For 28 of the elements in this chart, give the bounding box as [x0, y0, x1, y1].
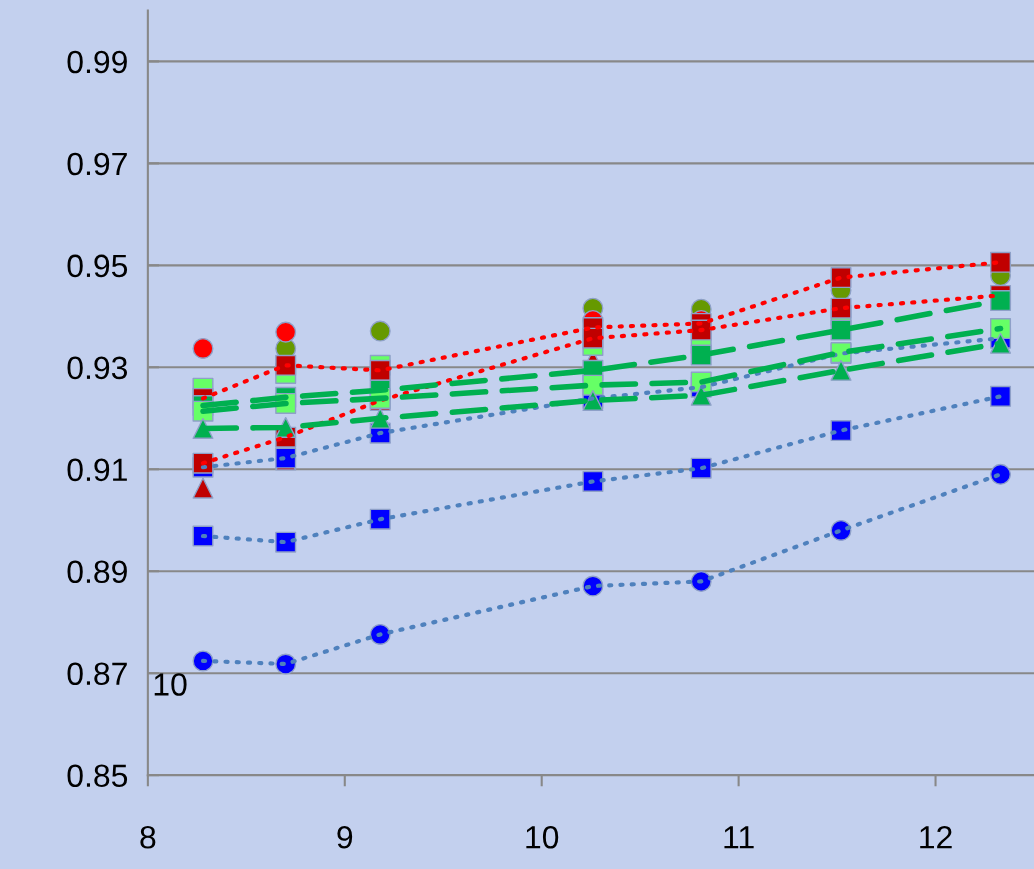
x-tick-label: 9: [337, 825, 353, 849]
y-tick-label: 0.99: [67, 50, 127, 74]
point: [192, 650, 214, 672]
x-tick-label: 11: [724, 826, 754, 849]
x-tick-label: 12: [920, 825, 952, 849]
point: [830, 267, 852, 289]
point: [192, 525, 214, 547]
point: [369, 508, 391, 530]
point: [275, 354, 297, 376]
y-tick-label: 0.93: [67, 356, 128, 380]
point: [192, 477, 214, 499]
x-tick-label: 10: [526, 825, 559, 849]
annotation: 10: [154, 673, 187, 696]
y-tick-label: 0.87: [67, 662, 127, 686]
point: [990, 385, 1012, 407]
point: [990, 463, 1012, 485]
point: [369, 320, 391, 342]
y-tick-label: 0.85: [67, 764, 128, 788]
point: [990, 251, 1012, 273]
y-tick-label: 0.95: [67, 254, 128, 278]
point: [275, 321, 297, 343]
point: [192, 337, 214, 359]
point: [690, 457, 712, 479]
y-tick-label: 0.91: [67, 458, 127, 482]
point: [830, 359, 852, 381]
y-tick-label: 0.89: [67, 560, 127, 584]
y-tick-label: 0.97: [67, 152, 127, 176]
x-tick-label: 8: [140, 825, 156, 849]
